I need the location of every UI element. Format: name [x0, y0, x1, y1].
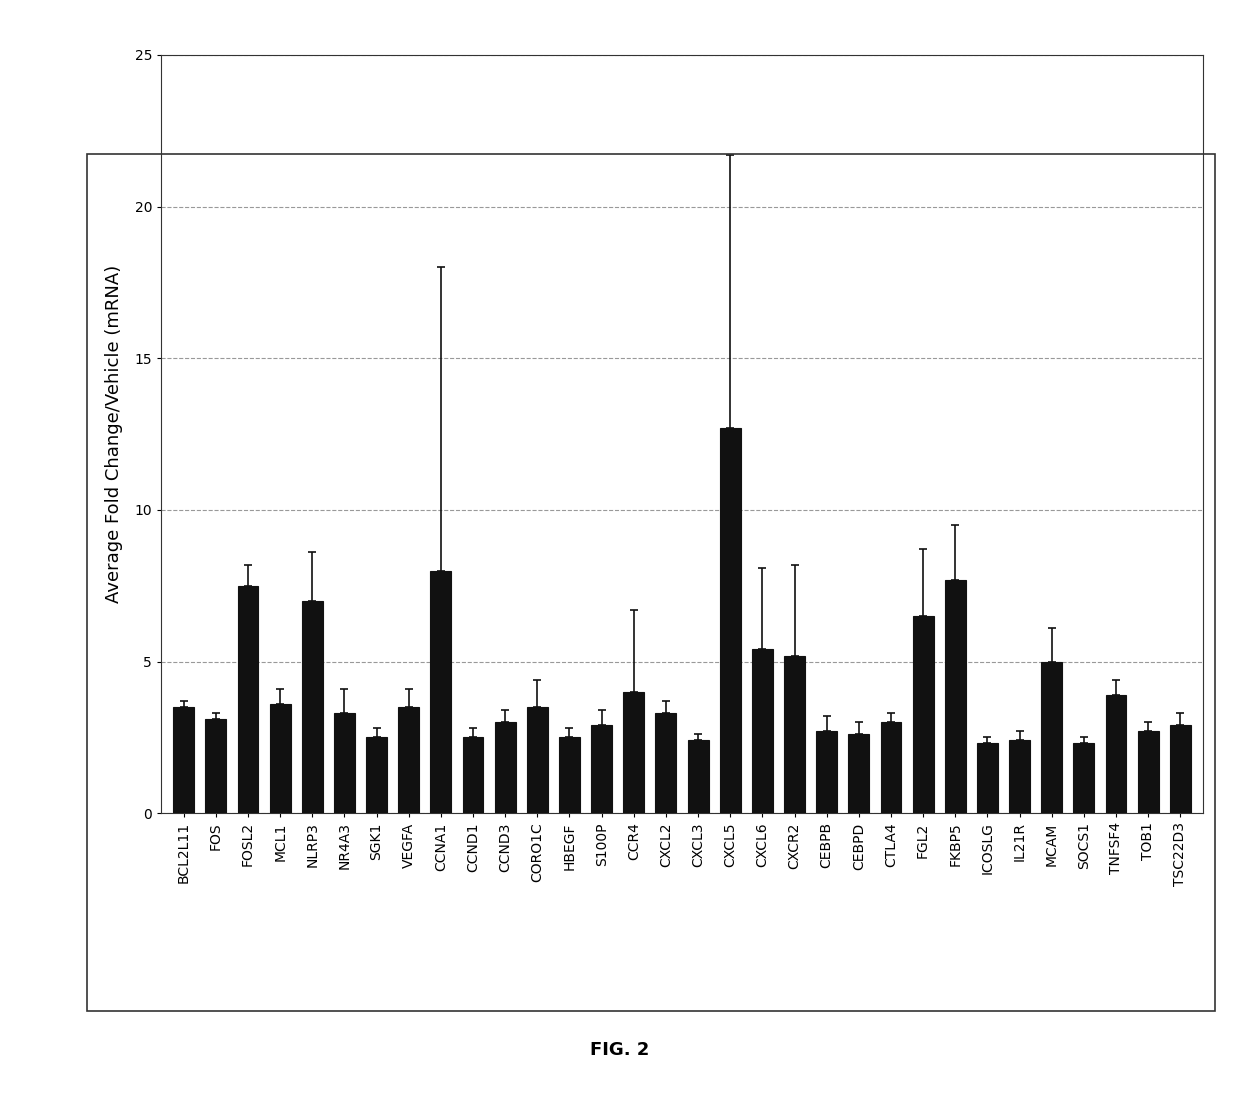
Bar — [719, 428, 740, 813]
Bar — [591, 725, 613, 813]
Bar — [206, 719, 226, 813]
Bar — [463, 737, 484, 813]
Bar — [366, 737, 387, 813]
Bar — [174, 707, 195, 813]
Bar — [1169, 725, 1190, 813]
Bar — [495, 722, 516, 813]
Bar — [624, 692, 645, 813]
Bar — [913, 617, 934, 813]
Bar — [816, 731, 837, 813]
Bar — [430, 570, 451, 813]
Bar — [1106, 695, 1126, 813]
Bar — [1042, 662, 1063, 813]
Bar — [238, 586, 258, 813]
Bar — [688, 741, 708, 813]
Bar — [848, 734, 869, 813]
Bar — [1138, 731, 1158, 813]
Bar — [1074, 744, 1094, 813]
Bar — [559, 737, 580, 813]
Text: FIG. 2: FIG. 2 — [590, 1041, 650, 1059]
Bar — [270, 704, 290, 813]
Bar — [398, 707, 419, 813]
Bar — [977, 744, 998, 813]
Bar — [880, 722, 901, 813]
Bar — [301, 601, 322, 813]
Bar — [945, 579, 966, 813]
Bar — [751, 650, 773, 813]
Bar — [527, 707, 548, 813]
Bar — [656, 713, 676, 813]
Bar — [784, 655, 805, 813]
Bar — [1009, 741, 1030, 813]
Y-axis label: Average Fold Change/Vehicle (mRNA): Average Fold Change/Vehicle (mRNA) — [105, 265, 124, 603]
Bar — [334, 713, 355, 813]
